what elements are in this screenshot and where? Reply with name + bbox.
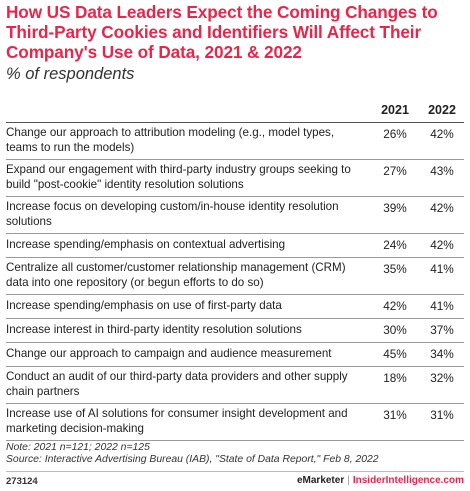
row-label: Increase spending/emphasis on contextual…: [6, 238, 286, 251]
brand-credit: eMarketer | InsiderIntelligence.com: [297, 475, 464, 486]
value-2022: 41%: [430, 262, 454, 276]
row-label: Increase use of AI solutions for consume…: [6, 407, 348, 435]
value-2021: 24%: [383, 238, 407, 252]
data-table: 2021 2022 Change our approach to attribu…: [6, 99, 464, 441]
value-2021: 18%: [383, 371, 407, 385]
value-2022: 41%: [430, 299, 454, 313]
table-row: Increase focus on developing custom/in-h…: [6, 197, 464, 234]
row-label: Increase spending/emphasis on use of fir…: [6, 299, 282, 312]
table-row: Increase use of AI solutions for consume…: [6, 404, 464, 441]
value-2022: 42%: [430, 127, 454, 141]
chart-id: 273124: [6, 476, 38, 487]
table-header: 2021 2022: [6, 99, 464, 123]
row-label: Change our approach to attribution model…: [6, 126, 335, 154]
row-label: Increase focus on developing custom/in-h…: [6, 200, 339, 228]
table-row: Conduct an audit of our third-party data…: [6, 367, 464, 404]
value-2021: 42%: [383, 299, 407, 313]
source-note: Source: Interactive Advertising Bureau (…: [6, 454, 379, 465]
footer-divider: [6, 471, 464, 472]
value-2021: 31%: [383, 408, 407, 422]
table-row: Increase interest in third-party identit…: [6, 319, 464, 343]
value-2021: 39%: [383, 201, 407, 215]
value-2022: 42%: [430, 201, 454, 215]
row-label: Expand our engagement with third-party i…: [6, 163, 351, 191]
value-2022: 37%: [430, 323, 454, 337]
table-row: Change our approach to attribution model…: [6, 123, 464, 160]
value-2021: 35%: [383, 262, 407, 276]
table-row: Centralize all customer/customer relatio…: [6, 258, 464, 295]
sample-size-note: Note: 2021 n=121; 2022 n=125: [6, 442, 150, 453]
table-row: Expand our engagement with third-party i…: [6, 160, 464, 197]
value-2022: 43%: [430, 164, 454, 178]
table-row: Increase spending/emphasis on use of fir…: [6, 295, 464, 319]
value-2021: 26%: [383, 127, 407, 141]
brand-insider-intelligence[interactable]: InsiderIntelligence.com: [352, 475, 464, 486]
value-2022: 31%: [430, 408, 454, 422]
value-2021: 45%: [383, 347, 407, 361]
value-2021: 27%: [383, 164, 407, 178]
value-2021: 30%: [383, 323, 407, 337]
value-2022: 32%: [430, 371, 454, 385]
value-2022: 34%: [430, 347, 454, 361]
brand-emarketer: eMarketer: [296, 475, 345, 486]
table-row: Change our approach to campaign and audi…: [6, 343, 464, 367]
row-label: Conduct an audit of our third-party data…: [6, 370, 348, 398]
chart-notes: Note: 2021 n=121; 2022 n=125 Source: Int…: [6, 442, 466, 466]
row-label: Change our approach to campaign and audi…: [6, 347, 332, 360]
table-row: Increase spending/emphasis on contextual…: [6, 234, 464, 258]
brand-separator: |: [347, 475, 350, 486]
value-2022: 42%: [430, 238, 454, 252]
column-header-2021: 2021: [381, 103, 409, 117]
row-label: Increase interest in third-party identit…: [6, 323, 302, 336]
row-label: Centralize all customer/customer relatio…: [6, 261, 346, 289]
chart-subtitle: % of respondents: [6, 65, 135, 83]
chart-title: How US Data Leaders Expect the Coming Ch…: [6, 2, 438, 62]
column-header-2022: 2022: [428, 103, 456, 117]
